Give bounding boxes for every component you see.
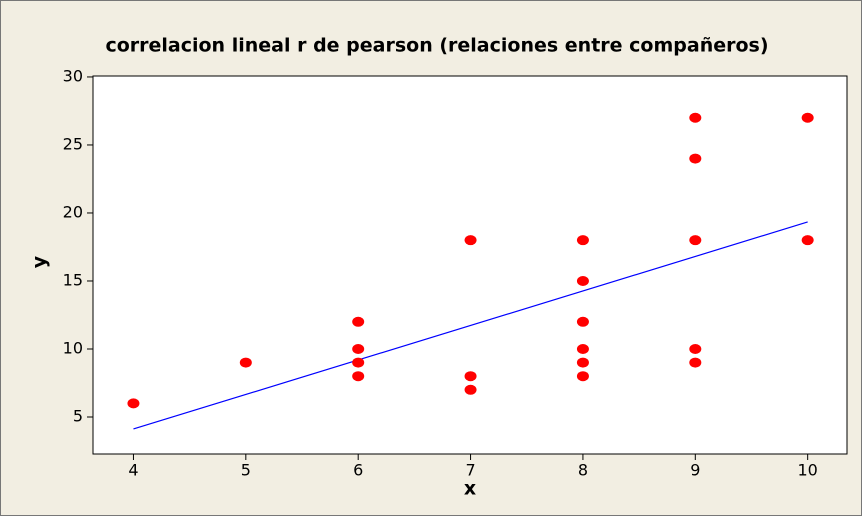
x-tick-label: 4 bbox=[128, 461, 138, 480]
point bbox=[689, 235, 702, 246]
point bbox=[576, 275, 589, 286]
point bbox=[352, 357, 365, 368]
point bbox=[689, 112, 702, 123]
point bbox=[576, 343, 589, 354]
x-tick-label: 6 bbox=[353, 461, 363, 480]
point bbox=[576, 371, 589, 382]
y-tick-label: 25 bbox=[63, 134, 83, 153]
x-tick-label: 8 bbox=[578, 461, 588, 480]
x-axis-label: x bbox=[464, 478, 476, 500]
point bbox=[352, 316, 365, 327]
point bbox=[127, 398, 140, 409]
x-tick-label: 9 bbox=[690, 461, 700, 480]
y-tick-label: 10 bbox=[63, 338, 83, 357]
point bbox=[352, 343, 365, 354]
point bbox=[464, 235, 477, 246]
point bbox=[239, 357, 252, 368]
x-tick-label: 7 bbox=[465, 461, 475, 480]
point bbox=[576, 316, 589, 327]
chart-title: correlacion lineal r de pearson (relacio… bbox=[105, 35, 768, 57]
point bbox=[801, 235, 814, 246]
y-tick-label: 30 bbox=[63, 66, 83, 85]
point bbox=[352, 371, 365, 382]
x-tick-label: 5 bbox=[241, 461, 251, 480]
point bbox=[689, 343, 702, 354]
plot-area bbox=[92, 75, 848, 455]
fit-line bbox=[133, 221, 808, 430]
y-tick-label: 20 bbox=[63, 202, 83, 221]
y-axis-label: y bbox=[29, 255, 51, 268]
point bbox=[464, 371, 477, 382]
point bbox=[464, 384, 477, 395]
point bbox=[801, 112, 814, 123]
y-tick-label: 5 bbox=[73, 407, 83, 426]
point bbox=[689, 357, 702, 368]
x-tick-label: 10 bbox=[797, 461, 817, 480]
y-tick-label: 15 bbox=[63, 270, 83, 289]
point bbox=[576, 235, 589, 246]
point bbox=[689, 153, 702, 164]
point bbox=[576, 357, 589, 368]
